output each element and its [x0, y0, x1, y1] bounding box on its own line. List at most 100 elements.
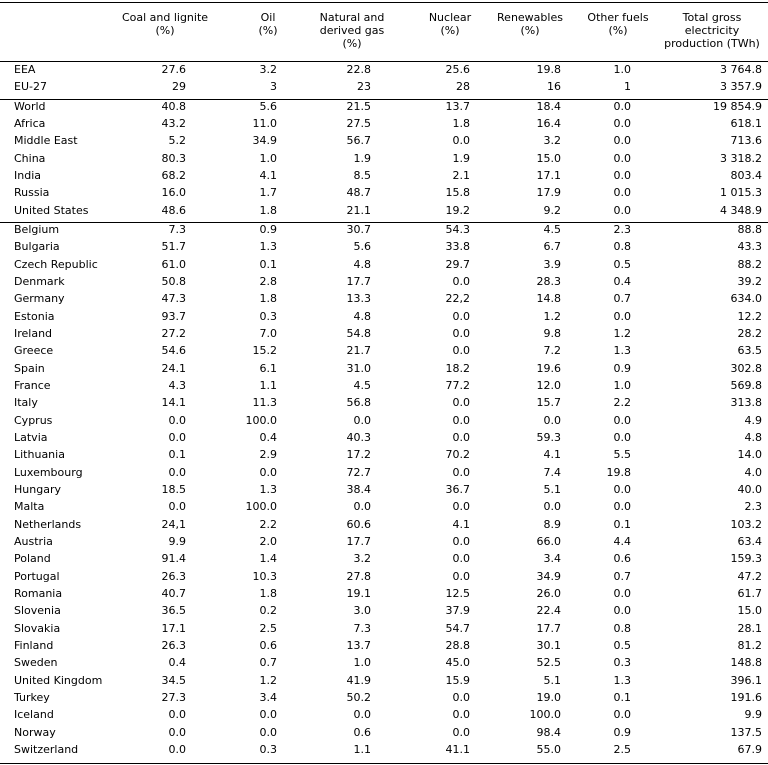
cell-value: 11.3: [252, 396, 278, 410]
row-label: Middle East: [14, 134, 78, 148]
cell-value: 1.3: [259, 482, 278, 496]
cell-value: 2.0: [259, 534, 278, 548]
cell-value: 100.0: [245, 413, 278, 427]
cell-value: 28.1: [737, 621, 763, 635]
cell-value: 12.5: [445, 586, 471, 600]
row-label: United States: [14, 203, 89, 217]
cell-value: 0.4: [259, 430, 278, 444]
cell-value: 0.0: [452, 534, 471, 548]
cell-value: 0.0: [452, 708, 471, 722]
cell-value: 17.7: [346, 534, 372, 548]
cell-value: 4.8: [744, 430, 763, 444]
cell-value: 22.8: [346, 63, 372, 76]
cell-value: 1.2: [613, 326, 632, 340]
cell-value: 16: [547, 80, 561, 94]
cell-value: 0.0: [543, 413, 562, 427]
cell-value: 81.2: [737, 638, 763, 652]
cell-value: 21.5: [346, 99, 372, 113]
cell-value: 5.2: [168, 134, 187, 148]
cell-value: 1.0: [353, 656, 372, 670]
cell-value: 14.8: [536, 292, 562, 306]
cell-value: 313.8: [730, 396, 763, 410]
cell-value: 15.2: [252, 344, 278, 358]
cell-value: 23: [357, 80, 371, 94]
cell-value: 63.5: [737, 344, 763, 358]
column-header: Oil (%): [258, 11, 278, 37]
cell-value: 0.0: [613, 116, 632, 130]
cell-value: 1.9: [452, 151, 471, 165]
row-label: Slovakia: [14, 621, 61, 635]
cell-value: 27.8: [346, 569, 372, 583]
cell-value: 0.9: [259, 222, 278, 236]
cell-value: 18.2: [445, 361, 471, 375]
cell-value: 25.6: [445, 63, 471, 76]
cell-value: 7.2: [543, 344, 562, 358]
row-label: Lithuania: [14, 448, 65, 462]
cell-value: 13.7: [445, 99, 471, 113]
cell-value: 54.8: [346, 326, 372, 340]
cell-value: 41.1: [445, 742, 471, 756]
cell-value: 41.9: [346, 673, 372, 687]
cell-value: 137.5: [730, 725, 763, 739]
cell-value: 80.3: [161, 151, 187, 165]
top-rule: [0, 2, 768, 3]
row-label: Estonia: [14, 309, 55, 323]
cell-value: 0.0: [452, 396, 471, 410]
cell-value: 2.2: [613, 396, 632, 410]
cell-value: 28: [456, 80, 470, 94]
cell-value: 803.4: [730, 168, 763, 182]
row-label: China: [14, 151, 46, 165]
group-rule: [0, 98, 768, 100]
cell-value: 30.1: [536, 638, 562, 652]
cell-value: 0.7: [613, 569, 632, 583]
cell-value: 0.0: [613, 309, 632, 323]
cell-value: 1.8: [259, 586, 278, 600]
cell-value: 60.6: [346, 517, 372, 531]
cell-value: 3 318.2: [720, 151, 762, 165]
cell-value: 12.0: [536, 378, 562, 392]
cell-value: 569.8: [730, 378, 763, 392]
header-rule: [0, 61, 768, 62]
cell-value: 4.1: [259, 168, 278, 182]
cell-value: 13.3: [346, 292, 372, 306]
row-label: Italy: [14, 396, 38, 410]
row-label: Hungary: [14, 482, 61, 496]
cell-value: 0.7: [259, 656, 278, 670]
row-label: India: [14, 168, 41, 182]
row-label: Finland: [14, 638, 54, 652]
cell-value: 634.0: [730, 292, 763, 306]
row-label: Netherlands: [14, 517, 82, 531]
cell-value: 100.0: [245, 500, 278, 514]
cell-value: 0.0: [613, 604, 632, 618]
cell-value: 61.7: [737, 586, 763, 600]
cell-value: 28.2: [737, 326, 763, 340]
cell-value: 34.9: [252, 134, 278, 148]
cell-value: 43.2: [161, 116, 187, 130]
cell-value: 50.2: [346, 690, 372, 704]
cell-value: 3.2: [353, 552, 372, 566]
cell-value: 3.2: [259, 63, 278, 76]
cell-value: 6.1: [259, 361, 278, 375]
cell-value: 18.5: [161, 482, 187, 496]
cell-value: 68.2: [161, 168, 187, 182]
cell-value: 11.0: [252, 116, 278, 130]
cell-value: 43.3: [737, 240, 763, 254]
row-label: Malta: [14, 500, 45, 514]
cell-value: 5.6: [353, 240, 372, 254]
row-label: Cyprus: [14, 413, 53, 427]
cell-value: 2.5: [613, 742, 632, 756]
cell-value: 0.3: [259, 309, 278, 323]
cell-value: 7.0: [259, 326, 278, 340]
cell-value: 0.0: [613, 482, 632, 496]
cell-value: 36.7: [445, 482, 471, 496]
cell-value: 0.0: [353, 413, 372, 427]
cell-value: 34.9: [536, 569, 562, 583]
cell-value: 16.4: [536, 116, 562, 130]
cell-value: 191.6: [730, 690, 763, 704]
cell-value: 159.3: [730, 552, 763, 566]
cell-value: 1.3: [259, 240, 278, 254]
cell-value: 36.5: [161, 604, 187, 618]
cell-value: 2.8: [259, 274, 278, 288]
cell-value: 5.1: [543, 673, 562, 687]
